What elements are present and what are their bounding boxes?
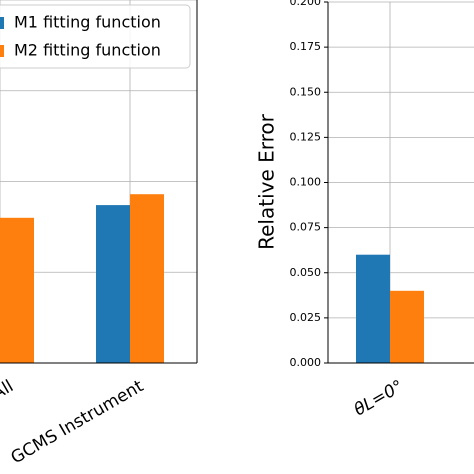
bar	[130, 194, 164, 363]
legend-swatch	[0, 45, 4, 57]
legend-label: M1 fitting function	[14, 13, 161, 32]
y-axis-label: Relative Error	[255, 113, 279, 250]
x-tick-label: θL=0°	[351, 376, 407, 420]
y-tick-label: 0.150	[290, 85, 322, 98]
bar	[356, 254, 390, 363]
y-tick-label: 0.200	[290, 0, 322, 8]
y-tick-label: 0.000	[290, 356, 322, 369]
bar	[96, 205, 130, 363]
bar	[390, 290, 424, 363]
legend-swatch	[0, 17, 4, 29]
y-tick-label: 0.125	[290, 130, 322, 143]
y-tick-label: 0.050	[290, 266, 322, 279]
y-tick-label: 0.100	[290, 176, 322, 189]
bar	[0, 217, 34, 363]
y-tick-label: 0.025	[290, 311, 322, 324]
y-tick-label: 0.075	[290, 221, 322, 234]
y-tick-label: 0.175	[290, 40, 322, 53]
x-tick-label: All	[0, 376, 17, 404]
x-tick-label: GCMS Instrument	[8, 376, 148, 468]
legend-box	[0, 4, 191, 69]
legend-label: M2 fitting function	[14, 41, 161, 60]
